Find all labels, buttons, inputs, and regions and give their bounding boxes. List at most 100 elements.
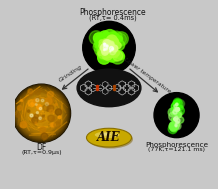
- Ellipse shape: [13, 85, 70, 141]
- Circle shape: [29, 92, 32, 95]
- Ellipse shape: [35, 106, 48, 120]
- Circle shape: [102, 29, 117, 45]
- Circle shape: [175, 124, 177, 126]
- Circle shape: [173, 124, 177, 128]
- Circle shape: [110, 45, 117, 52]
- Circle shape: [112, 44, 118, 50]
- Circle shape: [94, 43, 99, 48]
- Circle shape: [37, 98, 39, 99]
- Circle shape: [107, 40, 112, 45]
- Circle shape: [58, 116, 61, 119]
- Ellipse shape: [28, 100, 55, 127]
- Circle shape: [175, 107, 179, 111]
- Circle shape: [170, 108, 177, 114]
- Circle shape: [39, 107, 42, 110]
- Ellipse shape: [41, 112, 43, 114]
- Circle shape: [111, 51, 116, 57]
- Circle shape: [103, 44, 106, 46]
- Circle shape: [48, 98, 54, 104]
- Circle shape: [30, 114, 33, 117]
- Circle shape: [94, 33, 104, 43]
- Circle shape: [51, 123, 55, 127]
- Circle shape: [105, 50, 117, 62]
- Text: Grinding: Grinding: [58, 64, 83, 83]
- Circle shape: [106, 49, 112, 56]
- Circle shape: [104, 33, 109, 39]
- Circle shape: [109, 55, 116, 62]
- Circle shape: [100, 47, 105, 51]
- Circle shape: [174, 118, 176, 121]
- Ellipse shape: [25, 97, 58, 130]
- Circle shape: [109, 46, 113, 50]
- Circle shape: [103, 40, 110, 47]
- Circle shape: [104, 53, 109, 58]
- Circle shape: [171, 121, 179, 130]
- Circle shape: [170, 119, 179, 128]
- Circle shape: [97, 50, 105, 58]
- Circle shape: [175, 106, 184, 115]
- Circle shape: [113, 56, 119, 62]
- Circle shape: [107, 41, 118, 52]
- Circle shape: [20, 125, 22, 127]
- Circle shape: [115, 33, 126, 45]
- Circle shape: [109, 42, 113, 47]
- Circle shape: [175, 116, 178, 120]
- Ellipse shape: [32, 104, 51, 123]
- Circle shape: [101, 38, 113, 51]
- Circle shape: [98, 51, 111, 64]
- Circle shape: [114, 54, 118, 58]
- Circle shape: [106, 32, 120, 46]
- Circle shape: [111, 45, 118, 52]
- Circle shape: [96, 35, 101, 40]
- Circle shape: [104, 50, 109, 55]
- Text: AIE: AIE: [97, 131, 121, 144]
- Circle shape: [170, 125, 177, 132]
- Text: (77K,τ=121.1 ms): (77K,τ=121.1 ms): [148, 147, 205, 152]
- Circle shape: [102, 44, 107, 49]
- Circle shape: [110, 43, 114, 47]
- Ellipse shape: [14, 86, 69, 140]
- Circle shape: [176, 112, 182, 118]
- Ellipse shape: [18, 90, 65, 136]
- Circle shape: [101, 40, 107, 46]
- Ellipse shape: [36, 107, 47, 119]
- Circle shape: [110, 51, 116, 57]
- Circle shape: [35, 122, 37, 124]
- Ellipse shape: [37, 108, 46, 118]
- Circle shape: [178, 112, 182, 115]
- Text: DF: DF: [36, 143, 47, 152]
- Circle shape: [99, 40, 104, 45]
- Circle shape: [104, 44, 107, 46]
- Text: (RT,τ= 0.4ms): (RT,τ= 0.4ms): [89, 15, 137, 21]
- Circle shape: [103, 46, 109, 52]
- Circle shape: [46, 98, 52, 104]
- Circle shape: [47, 91, 53, 98]
- Circle shape: [106, 37, 116, 47]
- Ellipse shape: [95, 132, 119, 138]
- Text: Phosphorescence: Phosphorescence: [145, 142, 208, 148]
- Circle shape: [50, 123, 53, 126]
- Circle shape: [99, 41, 111, 52]
- Circle shape: [106, 45, 108, 47]
- Circle shape: [108, 51, 114, 57]
- Circle shape: [116, 40, 119, 44]
- Circle shape: [104, 45, 108, 50]
- Circle shape: [173, 110, 177, 114]
- Circle shape: [12, 84, 71, 142]
- Circle shape: [56, 120, 61, 125]
- Circle shape: [47, 110, 49, 111]
- Circle shape: [176, 118, 178, 120]
- Circle shape: [55, 109, 62, 115]
- Circle shape: [100, 49, 109, 58]
- Circle shape: [118, 36, 121, 40]
- Circle shape: [169, 122, 178, 131]
- Circle shape: [103, 47, 111, 55]
- Text: Phosphorescence: Phosphorescence: [79, 8, 146, 17]
- Circle shape: [108, 41, 114, 48]
- Circle shape: [173, 100, 180, 107]
- Circle shape: [99, 39, 109, 48]
- Circle shape: [17, 105, 22, 110]
- Circle shape: [97, 46, 102, 51]
- Circle shape: [174, 105, 177, 108]
- Circle shape: [35, 89, 41, 95]
